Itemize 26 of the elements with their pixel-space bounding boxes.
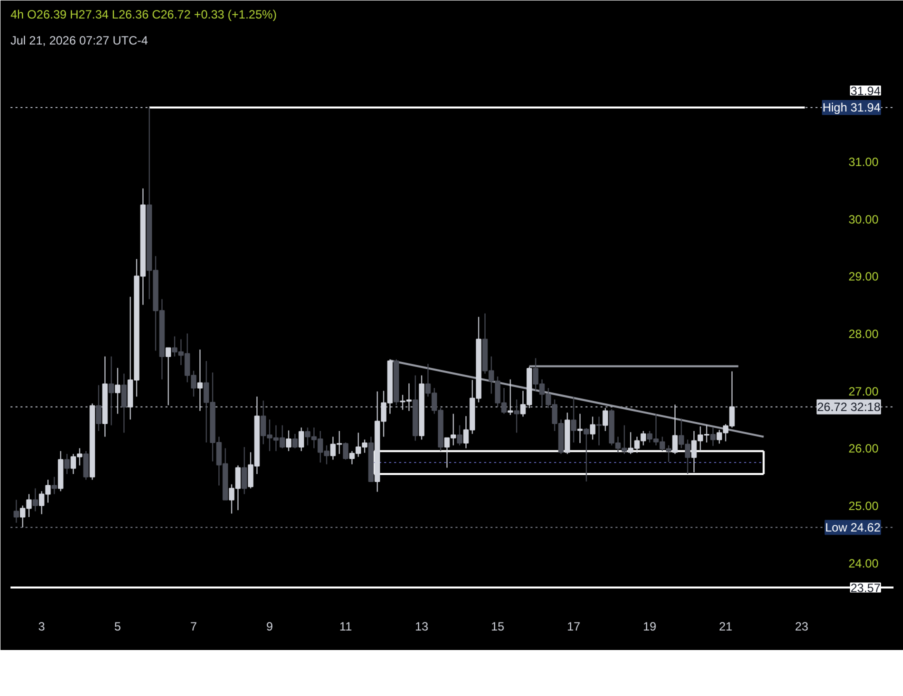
x-tick-label: 3 [38, 620, 46, 634]
x-tick-label: 5 [114, 620, 122, 634]
ref-line-label: High 31.94 [822, 100, 881, 115]
x-tick-label: 9 [266, 620, 274, 634]
x-tick-label: 13 [414, 620, 429, 634]
text: 31.94 [850, 84, 881, 98]
ref-line-label: 26.72 32:18 [817, 400, 881, 414]
x-tick-label: 7 [190, 620, 198, 634]
y-tick-label: 28.00 [848, 327, 879, 342]
y-tick-label: 25.00 [848, 499, 879, 514]
y-tick-label: 30.00 [848, 212, 879, 226]
y-tick-label: 24.00 [848, 556, 879, 570]
x-tick-label: 23 [794, 620, 809, 634]
x-tick-label: 11 [339, 620, 352, 634]
x-tick-label: 15 [490, 620, 505, 634]
y-tick-label: 26.00 [848, 442, 879, 456]
x-tick-label: 21 [718, 620, 733, 634]
x-tick-label: 19 [642, 620, 657, 634]
chart-title: 4h O26.39 H27.34 L26.36 C26.72 +0.33 (+1.25%) [10, 8, 277, 22]
y-tick-label: 31.00 [848, 154, 879, 169]
text: Jul 21, 2026 07:27 UTC-4 [10, 34, 148, 48]
x-tick-label: 17 [566, 620, 581, 634]
y-tick-label: 29.00 [848, 270, 879, 284]
ref-line-label: 23.57 [850, 581, 881, 596]
y-tick-label: 27.00 [848, 384, 879, 398]
ref-line-label: Low 24.62 [825, 520, 881, 534]
